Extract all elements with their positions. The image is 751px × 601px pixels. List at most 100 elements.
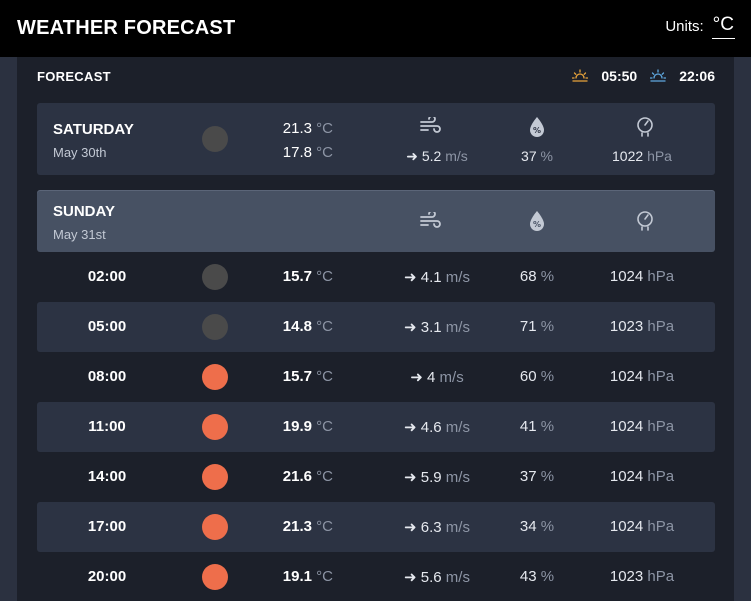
temperature: 21.3 °C xyxy=(253,518,333,535)
wind-unit: m/s xyxy=(445,148,468,164)
pressure: 1023 hPa xyxy=(602,568,682,585)
sunny-icon xyxy=(202,364,228,390)
pressure: 1024 hPa xyxy=(602,418,682,435)
temp-value: 19.1 xyxy=(282,568,312,585)
sunny-icon xyxy=(202,464,228,490)
sunny-icon xyxy=(202,514,228,540)
temp-value: 14.8 xyxy=(282,318,312,335)
wind-value: 5.6 xyxy=(420,569,442,586)
hour-time: 17:00 xyxy=(87,518,127,535)
wind-direction-arrow: ➜ xyxy=(404,569,417,586)
pressure: 1022 hPa xyxy=(602,148,682,164)
wind-unit: m/s xyxy=(445,419,470,436)
app-title: WEATHER FORECAST xyxy=(17,17,236,39)
temp-unit: °C xyxy=(316,368,333,385)
wind-unit: m/s xyxy=(445,569,470,586)
temperature: 15.7 °C xyxy=(253,368,333,385)
temperature: 19.1 °C xyxy=(253,568,333,585)
humidity-value: 43 xyxy=(519,568,537,585)
temp-unit: °C xyxy=(316,144,333,161)
cloudy-icon xyxy=(202,264,228,290)
wind-speed: ➜ 5.6 m/s xyxy=(377,568,497,586)
app-header: WEATHER FORECAST Units: °C xyxy=(0,0,751,57)
hour-row: 17:00 21.3 °C ➜ 6.3 m/s 34 % 1024 hPa xyxy=(37,502,715,552)
pressure-value: 1024 xyxy=(609,518,644,535)
humidity-unit: % xyxy=(540,148,553,164)
wind-speed: ➜ 4.6 m/s xyxy=(377,418,497,436)
temp-high: 21.3 °C xyxy=(253,120,333,137)
hour-row: 14:00 21.6 °C ➜ 5.9 m/s 37 % 1024 hPa xyxy=(37,452,715,502)
temp-value: 15.7 xyxy=(282,368,312,385)
temp-low-value: 17.8 xyxy=(282,144,312,161)
temperature: 15.7 °C xyxy=(253,268,333,285)
pressure-unit: hPa xyxy=(647,418,675,435)
hour-time: 20:00 xyxy=(87,568,127,585)
day-date: May 31st xyxy=(53,227,106,242)
temp-value: 15.7 xyxy=(282,268,312,285)
humidity-unit: % xyxy=(540,318,555,335)
humidity-value: 60 xyxy=(519,368,537,385)
sunny-icon xyxy=(202,564,228,590)
humidity-value: 41 xyxy=(519,418,537,435)
hour-row: 20:00 19.1 °C ➜ 5.6 m/s 43 % 1023 hPa xyxy=(37,552,715,601)
temp-unit: °C xyxy=(316,120,333,137)
wind-direction-arrow: ➜ xyxy=(404,419,417,436)
humidity-unit: % xyxy=(540,518,555,535)
humidity-icon: % xyxy=(530,211,544,231)
hour-time: 05:00 xyxy=(87,318,127,335)
temp-high-value: 21.3 xyxy=(282,120,312,137)
hour-row: 08:00 15.7 °C ➜ 4 m/s 60 % 1024 hPa xyxy=(37,352,715,402)
cloudy-icon xyxy=(202,314,228,340)
hour-time: 14:00 xyxy=(87,468,127,485)
temp-low: 17.8 °C xyxy=(253,144,333,161)
pressure: 1023 hPa xyxy=(602,318,682,335)
humidity-value: 34 xyxy=(519,518,537,535)
pressure-unit: hPa xyxy=(647,268,675,285)
pressure: 1024 hPa xyxy=(602,268,682,285)
wind-speed: ➜ 5.2 m/s xyxy=(377,148,497,165)
sunset-icon xyxy=(650,69,667,82)
pressure-value: 1024 xyxy=(609,418,644,435)
pressure-value: 1022 xyxy=(612,148,644,164)
temp-unit: °C xyxy=(316,568,333,585)
hour-time: 11:00 xyxy=(88,418,126,435)
units-control: Units: °C xyxy=(665,14,735,39)
temperature: 14.8 °C xyxy=(253,318,333,335)
wind-direction-arrow: ➜ xyxy=(410,369,423,386)
wind-speed: ➜ 6.3 m/s xyxy=(377,518,497,536)
wind-unit: m/s xyxy=(445,519,470,536)
sunset-time: 22:06 xyxy=(679,68,715,84)
pressure-icon xyxy=(637,211,653,231)
pressure-value: 1023 xyxy=(609,568,644,585)
forecast-heading: FORECAST xyxy=(37,69,111,84)
wind-icon xyxy=(420,117,441,133)
humidity: 37 % xyxy=(507,148,567,164)
humidity-unit: % xyxy=(540,268,555,285)
temp-unit: °C xyxy=(316,468,333,485)
sun-times: 05:50 22:06 xyxy=(572,68,715,84)
temp-value: 19.9 xyxy=(282,418,312,435)
pressure-unit: hPa xyxy=(647,568,675,585)
hour-time: 08:00 xyxy=(87,368,127,385)
temp-unit: °C xyxy=(316,268,333,285)
temp-unit: °C xyxy=(316,418,333,435)
temp-unit: °C xyxy=(316,518,333,535)
humidity: 37 % xyxy=(507,468,567,485)
units-select[interactable]: °C xyxy=(711,14,735,39)
day-card-sunday[interactable]: SUNDAY May 31st % xyxy=(37,191,715,252)
humidity-unit: % xyxy=(540,468,555,485)
pressure-value: 1024 xyxy=(609,268,644,285)
wind-value: 6.3 xyxy=(420,519,442,536)
wind-value: 5.9 xyxy=(420,469,442,486)
humidity-value: 71 xyxy=(519,318,537,335)
humidity-value: 37 xyxy=(521,148,537,164)
pressure: 1024 hPa xyxy=(602,468,682,485)
wind-direction-arrow: ➜ xyxy=(406,148,418,164)
cloudy-icon xyxy=(202,126,228,152)
humidity: 41 % xyxy=(507,418,567,435)
wind-direction-arrow: ➜ xyxy=(404,519,417,536)
pressure-unit: hPa xyxy=(647,468,675,485)
pressure-icon xyxy=(637,117,653,137)
day-card-saturday[interactable]: SATURDAY May 30th 21.3 °C 17.8 °C ➜ 5.2 … xyxy=(37,103,715,175)
pressure-value: 1023 xyxy=(609,318,644,335)
